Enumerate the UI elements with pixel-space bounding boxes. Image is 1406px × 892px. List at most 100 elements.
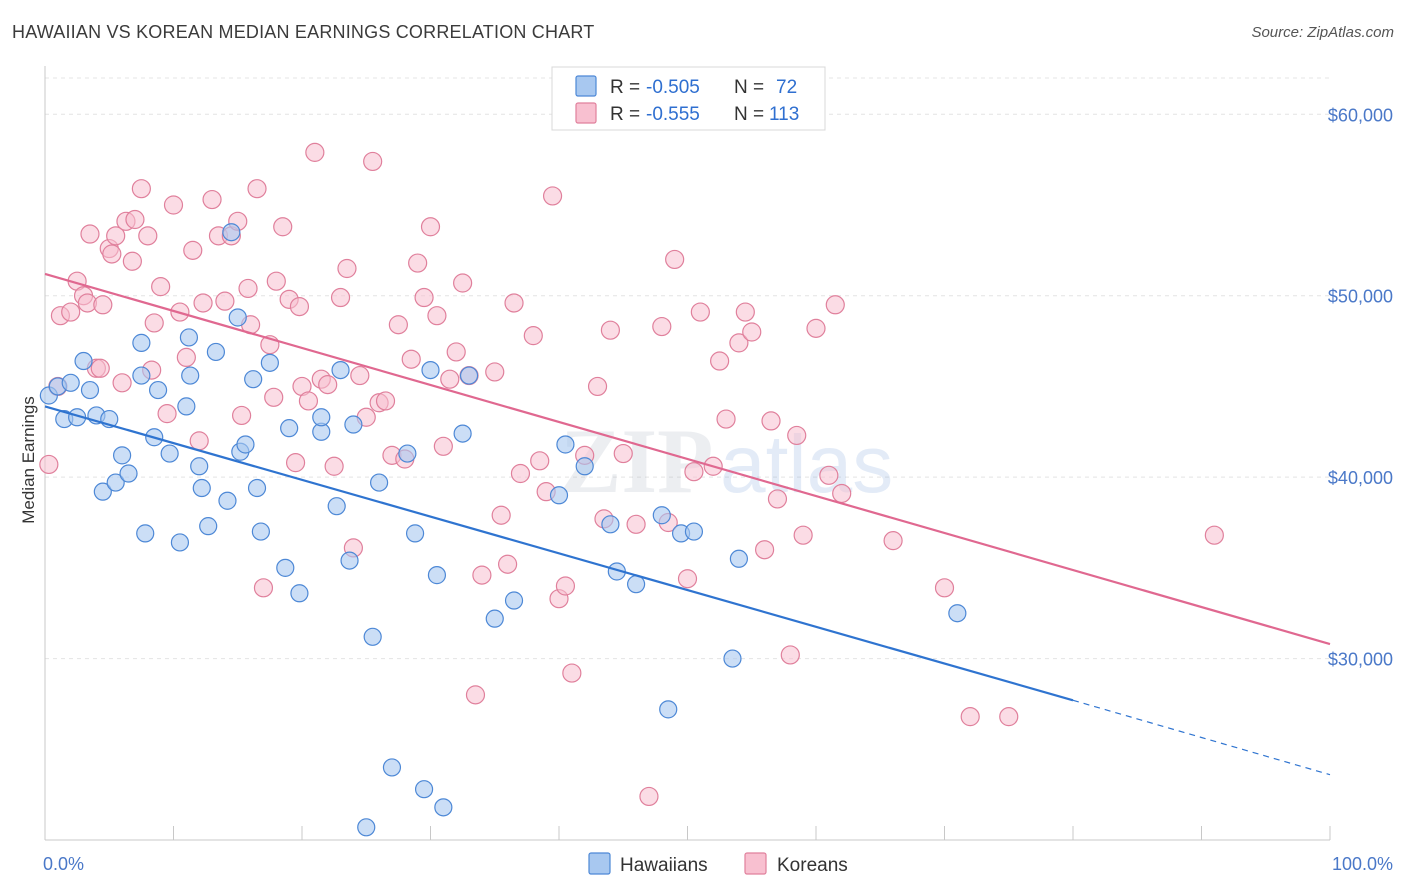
korean-point-87 [562,663,582,683]
korean-point-49 [305,142,325,162]
korean-point-53 [330,287,351,308]
bottom-legend-koreans: Koreans [777,855,848,876]
korean-point-39 [253,578,274,598]
korean-point-54 [337,258,357,279]
korean-point-71 [446,342,466,362]
hawaiian-point-41 [327,497,346,516]
bottom-legend-swatch-koreans [744,852,767,875]
korean-point-111 [787,425,807,446]
hawaiian-point-37 [280,419,299,438]
korean-point-38 [247,179,267,199]
korean-point-93 [626,514,646,534]
hawaiian-point-33 [247,478,267,498]
korean-point-91 [600,320,621,340]
korean-point-13 [106,226,126,246]
legend-r-label-2: R = [610,104,640,125]
hawaiian-point-29 [228,308,247,327]
bottom-legend-swatch-hawaiians [588,852,611,875]
korean-point-86 [555,576,576,596]
korean-point-102 [710,351,730,371]
hawaiian-point-14 [132,333,151,352]
korean-point-108 [761,411,781,431]
hawaiian-point-13 [132,366,151,385]
korean-point-66 [414,287,434,308]
chart-title: HAWAIIAN VS KOREAN MEDIAN EARNINGS CORRE… [12,22,595,42]
hawaiian-point-17 [148,380,168,400]
korean-point-120 [999,707,1019,727]
korean-point-17 [125,209,145,230]
korean-point-19 [138,226,158,246]
korean-point-0 [39,454,59,475]
hawaiian-point-55 [453,424,472,443]
hawaiian-point-66 [659,700,678,719]
korean-point-82 [530,451,550,471]
hawaiian-point-25 [199,517,218,536]
korean-point-29 [193,293,213,313]
korean-point-35 [232,405,252,426]
hawaiian-point-51 [414,780,434,799]
korean-point-7 [80,224,100,244]
korean-point-10 [93,295,113,315]
hawaiian-point-28 [222,223,241,242]
korean-point-80 [510,463,531,484]
korean-point-69 [433,436,453,456]
y-tick-labels: $30,000 $40,000 $50,000 $60,000 [1328,105,1393,669]
hawaiian-point-69 [723,649,742,668]
korean-point-36 [238,278,258,299]
legend-n-value-2: 113 [769,104,799,125]
korean-point-70 [440,369,460,389]
korean-point-107 [754,540,775,560]
korean-point-16 [122,251,142,271]
korean-point-84 [542,186,563,206]
korean-point-52 [324,456,344,476]
legend-r-label-1: R = [610,77,640,98]
korean-point-9 [90,358,110,378]
legend-n-value-1: 72 [776,77,797,98]
korean-point-109 [767,489,788,509]
x-tick-labels: 0.0% 100.0% [43,854,1393,874]
hawaiian-point-36 [276,558,295,577]
y-tick-label-2: $50,000 [1328,287,1393,307]
hawaiian-point-53 [427,566,447,585]
korean-point-117 [883,531,903,551]
korean-point-21 [144,313,164,333]
korean-point-106 [742,322,762,342]
y-tick-label-3: $60,000 [1328,105,1393,125]
korean-point-105 [735,302,755,322]
korean-point-3 [61,302,81,322]
hawaiian-point-57 [485,609,504,628]
hawaiian-point-11 [112,446,132,465]
korean-point-41 [264,387,284,407]
hawaiian-point-61 [575,457,594,476]
korean-point-112 [793,525,813,545]
hawaiian-point-62 [601,515,620,534]
korean-point-12 [102,244,122,264]
hawaiian-point-65 [652,506,671,525]
y-axis-title: Median Earnings [19,396,38,524]
hawaiian-point-58 [504,591,524,610]
legend-n-label-1: N = [734,77,764,98]
korean-point-118 [934,578,955,598]
hawaiian-point-10 [106,473,125,492]
korean-point-45 [285,453,306,473]
korean-point-51 [318,375,338,395]
korean-trend-line [44,272,1331,646]
korean-point-60 [375,391,396,411]
hawaiian-point-49 [398,444,417,463]
korean-point-46 [289,297,310,317]
hawaiian-point-18 [160,444,179,463]
hawaiian-point-12 [119,464,138,483]
hawaiian-point-52 [421,361,440,380]
hawaiian-trend-extension [1072,699,1331,776]
hawaiian-point-60 [556,435,575,454]
korean-point-119 [960,707,980,727]
hawaiian-point-19 [170,533,190,552]
hawaiian-point-31 [236,435,255,454]
x-tick-label-0: 0.0% [43,854,84,874]
korean-point-48 [298,391,319,411]
legend-swatch-hawaiians [575,75,597,97]
korean-point-43 [273,217,293,237]
korean-point-97 [665,249,685,270]
korean-point-68 [427,306,447,326]
